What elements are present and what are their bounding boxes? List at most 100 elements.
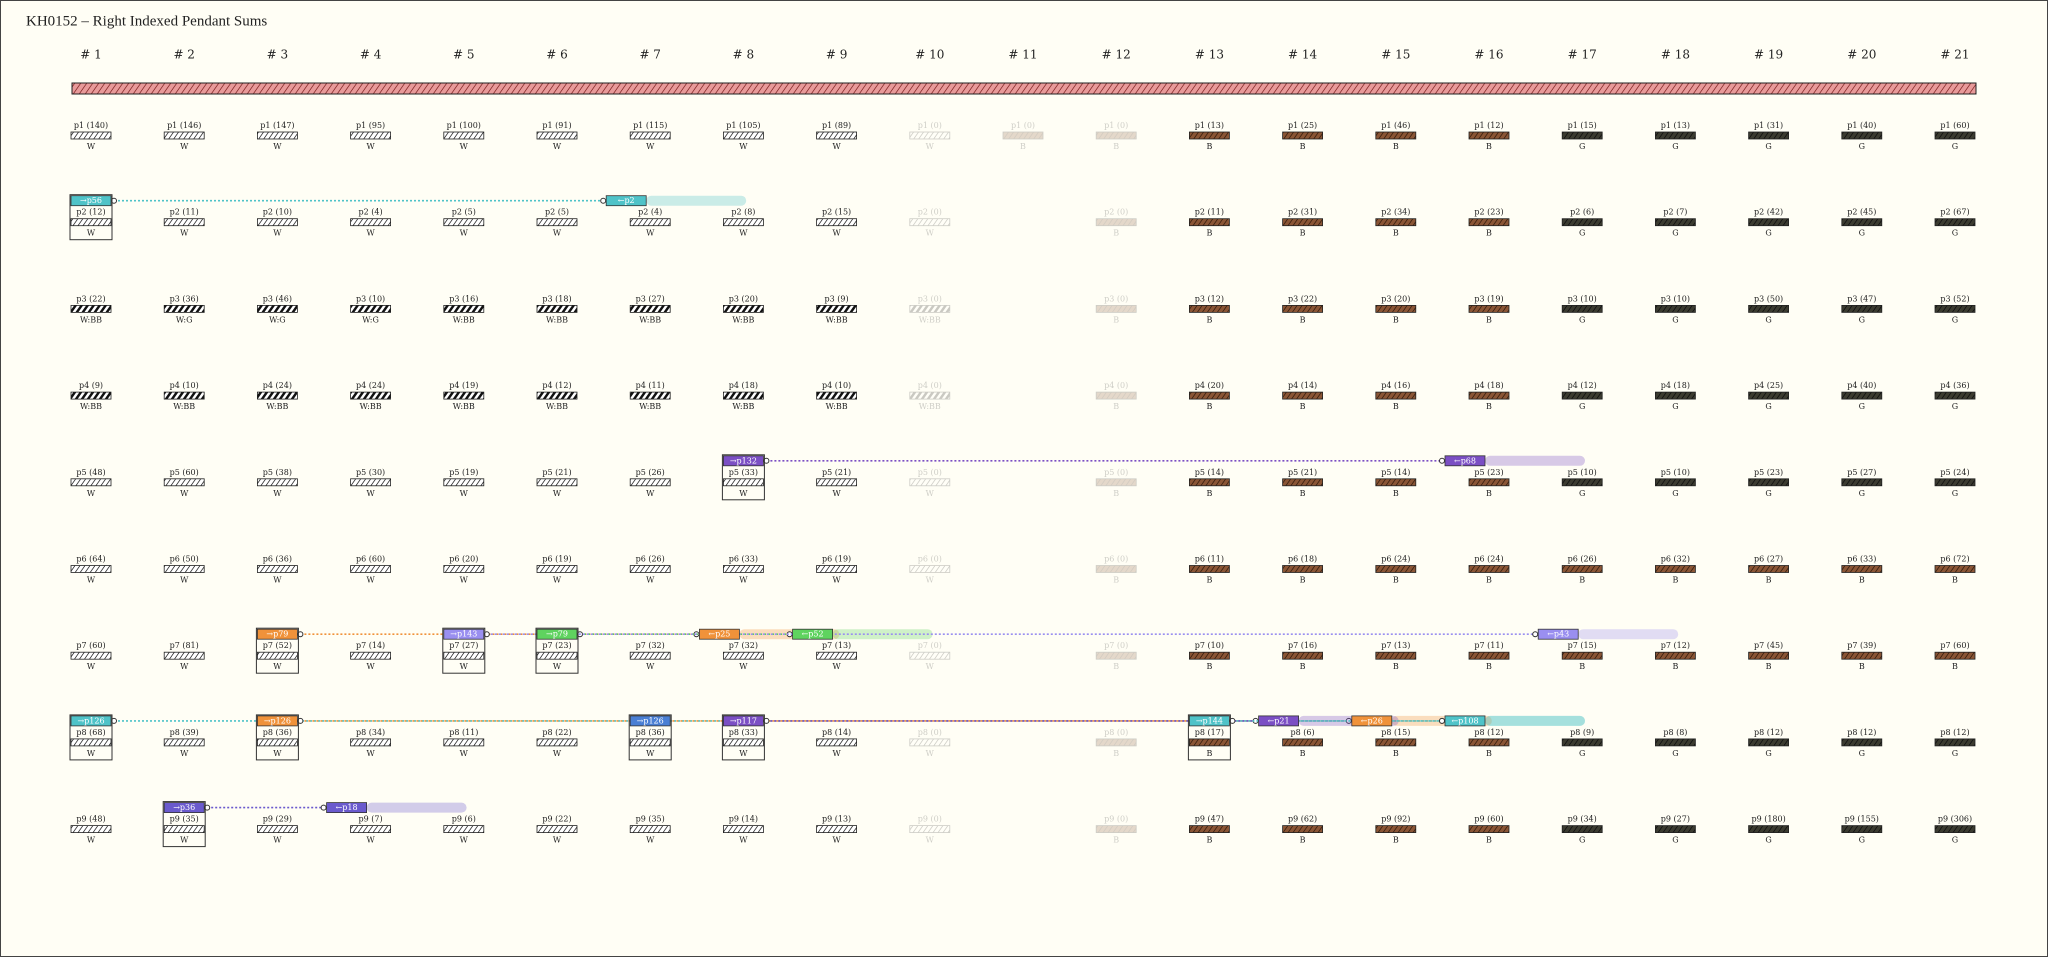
cell-code: B (1393, 142, 1399, 151)
cord-swatch (350, 478, 392, 487)
column: p1 (146) Wp2 (11) Wp3 (36) W:G p4 (10) W:BB p5… (162, 121, 206, 848)
cell-code: G (1952, 229, 1958, 238)
cell-code: B (1206, 402, 1212, 411)
column-header: # 18 (1661, 48, 1690, 62)
cells: # 1 p1 (140) W →p56 p2 (12) Wp3 (22) W:BB p4 (9… (69, 48, 1976, 848)
cord-swatch (816, 218, 857, 227)
cell-code: W:BB (639, 315, 661, 324)
cord-swatch (723, 565, 764, 573)
cell-label: p5 (24) (1940, 468, 1969, 477)
cell-code: W (553, 576, 562, 585)
cell-code: W (739, 576, 748, 585)
cell-label: p7 (11) (1474, 641, 1503, 650)
cell-label: p2 (11) (170, 208, 199, 217)
cell-label: p7 (39) (1847, 641, 1876, 650)
cell-code: W (646, 749, 655, 758)
cell-label: p9 (34) (1568, 815, 1597, 824)
cell-label: p8 (14) (822, 728, 851, 737)
column: p1 (60) Gp2 (67) Gp3 (52) Gp4 (36) Gp5 (24) G… (1934, 121, 1976, 845)
cord-swatch (629, 304, 671, 313)
tag-label: →p126 (77, 716, 104, 725)
cord-swatch (1841, 391, 1883, 400)
cell-code: B (1113, 836, 1119, 845)
cell-code: W:BB (266, 402, 288, 411)
cord-swatch (723, 131, 764, 140)
cell-code: B (1579, 576, 1585, 585)
tag-label: ←p18 (336, 803, 358, 812)
column: p1 (46) Bp2 (34) Bp3 (20) Bp4 (16) Bp5 (14) B… (1351, 121, 1417, 845)
cord-swatch (70, 304, 112, 313)
cell-code: B (1486, 576, 1492, 585)
cell-code: G (1859, 749, 1865, 758)
cell-code: G (1672, 402, 1678, 411)
cell-label: p5 (30) (356, 468, 385, 477)
tag-box (326, 802, 368, 813)
cell-label: p7 (60) (76, 641, 105, 650)
tag-label: ←p52 (802, 630, 824, 639)
cell-code: B (1486, 836, 1492, 845)
cell-code: W (273, 576, 282, 585)
cord-swatch (1748, 131, 1789, 140)
cord-swatch (723, 651, 764, 660)
cell-label: p3 (0) (1104, 294, 1128, 303)
column: p1 (13) Gp2 (7) Gp3 (10) Gp4 (18) Gp5 (10) Gp… (1655, 121, 1696, 845)
cell-code: B (1486, 142, 1492, 151)
cell-code: B (1393, 229, 1399, 238)
link-end (1532, 631, 1539, 638)
cord-swatch (1934, 391, 1976, 400)
cell-code: B (1300, 576, 1306, 585)
cell-label: p3 (50) (1754, 294, 1783, 303)
cord-swatch (1934, 218, 1976, 227)
cell-label: p4 (18) (1661, 381, 1690, 390)
cord-swatch (256, 825, 298, 833)
tag-box (1444, 715, 1486, 727)
cord-swatch (1189, 738, 1230, 747)
cell-code: W:BB (80, 315, 102, 324)
cord-swatch (1375, 391, 1417, 400)
cell-label: p8 (22) (542, 728, 571, 737)
column-header: # 2 (173, 48, 195, 62)
cell-code: W (87, 489, 96, 498)
cell-label: p2 (4) (638, 208, 662, 217)
cell-code: B (1486, 662, 1492, 671)
cell-code: W (646, 489, 655, 498)
link-band (1485, 715, 1585, 726)
cell-label: p3 (19) (1474, 294, 1503, 303)
column: p1 (89) Wp2 (15) Wp3 (9) W:BB p4 (10) W:BB p5 … (792, 121, 857, 845)
cell-code: B (1300, 402, 1306, 411)
cord-swatch (723, 825, 764, 833)
cell-code: W (273, 662, 282, 671)
cord-swatch (1748, 478, 1789, 487)
column: p1 (100) Wp2 (5) Wp3 (16) W:BB p4 (19) W:BB p5… (442, 121, 486, 845)
cord-swatch (1282, 131, 1323, 140)
cell-label: p6 (19) (822, 555, 851, 564)
cell-label: p9 (6) (452, 815, 476, 824)
tag-box (1189, 715, 1230, 727)
cell-code: W:BB (453, 315, 475, 324)
link-band (1485, 455, 1585, 466)
cord-swatch (629, 131, 671, 140)
cord-swatch (163, 565, 205, 573)
cell-code: B (1393, 489, 1399, 498)
cell-code: W (87, 576, 96, 585)
cord-swatch (443, 738, 485, 747)
cell-label: p3 (0) (918, 294, 942, 303)
cell-label: p2 (31) (1288, 208, 1317, 217)
cell-label: p5 (21) (542, 468, 571, 477)
cell-label: p2 (42) (1754, 208, 1783, 217)
cord-swatch (163, 825, 205, 833)
cell-code: W (926, 489, 935, 498)
column-header: # 21 (1940, 48, 1969, 62)
cell-label: p3 (12) (1195, 294, 1224, 303)
cell-label: p2 (5) (452, 208, 476, 217)
cord-swatch (70, 478, 112, 487)
cell-code: G (1952, 142, 1958, 151)
cell-box (69, 194, 113, 241)
cord-swatch (256, 478, 298, 487)
cell-code: B (1206, 142, 1212, 151)
cell-code: G (1765, 315, 1771, 324)
cord-swatch (1841, 218, 1883, 227)
cell-label: p1 (95) (356, 121, 385, 130)
cord-swatch (1282, 304, 1323, 313)
cord-swatch (536, 825, 578, 833)
